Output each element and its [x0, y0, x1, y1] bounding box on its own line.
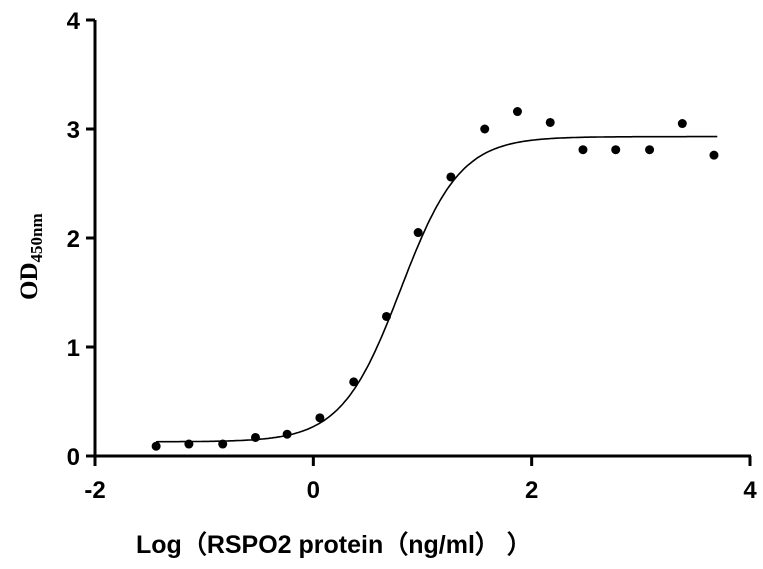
data-point	[250, 432, 260, 442]
data-point	[218, 439, 228, 449]
data-point	[545, 117, 555, 127]
svg-text:OD450nm: OD450nm	[16, 213, 46, 300]
data-point	[184, 439, 194, 449]
data-point	[315, 413, 325, 423]
x-axis-label: Log（RSPO2 protein（ng/ml） ）	[136, 530, 532, 559]
data-point	[381, 311, 391, 321]
data-point	[282, 429, 292, 439]
y-axis-label-main: OD	[16, 263, 43, 301]
data-points	[151, 107, 719, 451]
data-point	[413, 228, 423, 238]
data-point	[645, 145, 655, 155]
y-tick-label: 2	[67, 226, 80, 253]
data-point	[677, 119, 687, 129]
data-point	[578, 145, 588, 155]
y-tick-label: 4	[67, 8, 81, 35]
data-point	[151, 441, 161, 451]
y-tick-label: 1	[67, 335, 80, 362]
x-tick-label: 2	[525, 477, 538, 504]
data-point	[446, 172, 456, 182]
fit-curve	[156, 135, 718, 443]
data-point	[611, 145, 621, 155]
x-tick-label: -2	[84, 477, 105, 504]
x-tick-label: 4	[743, 477, 757, 504]
y-tick-label: 3	[67, 117, 80, 144]
data-point	[512, 107, 522, 117]
y-tick-label: 0	[67, 444, 80, 471]
data-point	[480, 124, 490, 134]
x-tick-label: 0	[307, 477, 320, 504]
data-point	[709, 150, 719, 160]
y-axis-label: OD450nm	[16, 213, 46, 300]
data-point	[349, 377, 359, 387]
y-axis-label-sub: 450nm	[27, 213, 46, 262]
